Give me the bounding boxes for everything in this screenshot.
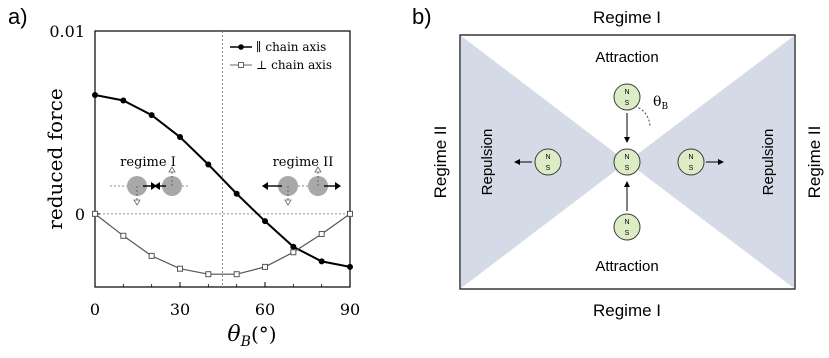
data-point-perpendicular bbox=[205, 271, 212, 278]
data-point-parallel bbox=[347, 263, 353, 270]
x-tick-label: 90 bbox=[340, 300, 360, 319]
dipole-arrow-left bbox=[133, 199, 141, 206]
series-group bbox=[92, 92, 353, 278]
data-point-perpendicular bbox=[318, 230, 325, 237]
x-axis-label: θB(°) bbox=[227, 322, 276, 350]
dipole-arrow-right bbox=[168, 166, 176, 173]
dipole-arrow-left-2 bbox=[284, 199, 292, 206]
particle-left: N S bbox=[534, 148, 562, 176]
data-point-parallel bbox=[92, 92, 98, 98]
data-point-perpendicular bbox=[262, 263, 268, 270]
legend: ∥ chain axis ⊥ chain axis bbox=[230, 40, 332, 72]
data-point-perpendicular bbox=[290, 249, 297, 256]
axis-ticks: 0 30 60 90 0.01 0 bbox=[49, 22, 360, 319]
particle-right-s: S bbox=[689, 165, 694, 172]
arrow-down bbox=[624, 137, 630, 143]
particle-left-n: N bbox=[545, 154, 550, 161]
x-tick-label: 30 bbox=[170, 300, 190, 319]
legend-label-parallel: ∥ chain axis bbox=[256, 40, 326, 54]
data-point-parallel bbox=[290, 243, 297, 250]
angle-label-main: θ bbox=[653, 94, 661, 110]
x-tick-label: 60 bbox=[255, 300, 275, 319]
force-arrows bbox=[514, 113, 724, 211]
attraction-label-bottom: Attraction bbox=[595, 258, 658, 275]
particle-center-s: S bbox=[625, 165, 630, 172]
data-point-parallel bbox=[177, 134, 183, 141]
panel-a-label: a) bbox=[8, 4, 28, 29]
particle-bottom: N S bbox=[613, 213, 641, 241]
y-tick-label: 0.01 bbox=[49, 22, 85, 41]
series-line-perpendicular bbox=[94, 213, 351, 275]
arrow-left bbox=[514, 159, 520, 165]
arrow-up bbox=[624, 181, 630, 187]
series-line-parallel bbox=[94, 94, 351, 268]
particle-right-n: N bbox=[688, 154, 693, 161]
particle-bottom-n: N bbox=[624, 219, 629, 226]
annotation-regime-i: regime I bbox=[120, 155, 176, 170]
legend-marker-parallel bbox=[238, 44, 244, 50]
y-tick-label: 0 bbox=[75, 205, 85, 224]
panel-b: b) Regime I Regime I Regime II Regime II… bbox=[410, 0, 829, 353]
data-point-perpendicular bbox=[148, 252, 155, 259]
regime-label-top: Regime I bbox=[593, 8, 661, 27]
particle-top-n: N bbox=[624, 89, 629, 96]
data-point-parallel bbox=[233, 190, 240, 197]
data-point-perpendicular bbox=[233, 271, 240, 278]
attraction-label-top: Attraction bbox=[595, 49, 658, 66]
repulsion-label-right: Repulsion bbox=[760, 129, 777, 196]
regime-label-bottom: Regime I bbox=[593, 301, 661, 320]
x-axis-label-sub: B bbox=[240, 334, 251, 350]
dipole-arrow-right-2 bbox=[314, 166, 322, 173]
particle-top: N S bbox=[613, 83, 641, 111]
particle-top-s: S bbox=[625, 100, 630, 107]
data-point-perpendicular bbox=[177, 265, 183, 272]
data-point-parallel bbox=[148, 112, 155, 119]
legend-marker-perpendicular bbox=[238, 62, 244, 68]
data-point-perpendicular bbox=[120, 232, 127, 239]
angle-arc bbox=[626, 104, 651, 128]
data-point-perpendicular bbox=[347, 210, 353, 217]
panel-a: a) 0 30 60 90 0.01 0 reduced force θB(°) ∥ ch… bbox=[0, 0, 410, 353]
arrow-right bbox=[718, 159, 724, 165]
legend-label-perpendicular: ⊥ chain axis bbox=[256, 58, 332, 72]
angle-label-sub: B bbox=[661, 102, 668, 112]
data-point-parallel bbox=[120, 97, 127, 104]
y-axis-label: reduced force bbox=[43, 88, 67, 229]
x-axis-label-main: θ bbox=[227, 322, 240, 347]
force-arrow-out-left bbox=[262, 182, 268, 190]
particle-center-n: N bbox=[624, 154, 629, 161]
panel-b-label: b) bbox=[412, 4, 432, 29]
repulsion-label-left: Repulsion bbox=[479, 129, 496, 196]
force-chart: 0 30 60 90 0.01 0 reduced force θB(°) ∥ chain… bbox=[43, 22, 360, 350]
x-tick-label: 0 bbox=[90, 300, 100, 319]
regime-diagram: Regime I Regime I Regime II Regime II At… bbox=[431, 8, 824, 320]
regime-ii-schematic bbox=[262, 166, 341, 206]
regime-label-right: Regime II bbox=[805, 126, 824, 199]
regime-label-left: Regime II bbox=[431, 126, 450, 199]
force-arrow-out-right bbox=[335, 182, 341, 190]
particle-center: N S bbox=[613, 148, 641, 176]
data-point-perpendicular bbox=[92, 210, 98, 217]
data-point-parallel bbox=[318, 258, 325, 265]
particle-bottom-s: S bbox=[625, 230, 630, 237]
annotation-regime-ii: regime II bbox=[273, 155, 334, 170]
x-axis-label-unit: (°) bbox=[251, 322, 277, 346]
angle-label: θB bbox=[653, 94, 668, 112]
force-arrow-left bbox=[154, 182, 160, 190]
reference-lines bbox=[95, 31, 350, 287]
regime-i-schematic bbox=[110, 166, 188, 206]
particle-right: N S bbox=[677, 148, 705, 176]
data-point-parallel bbox=[205, 161, 212, 168]
particle-left-s: S bbox=[546, 165, 551, 172]
data-point-parallel bbox=[262, 218, 268, 225]
